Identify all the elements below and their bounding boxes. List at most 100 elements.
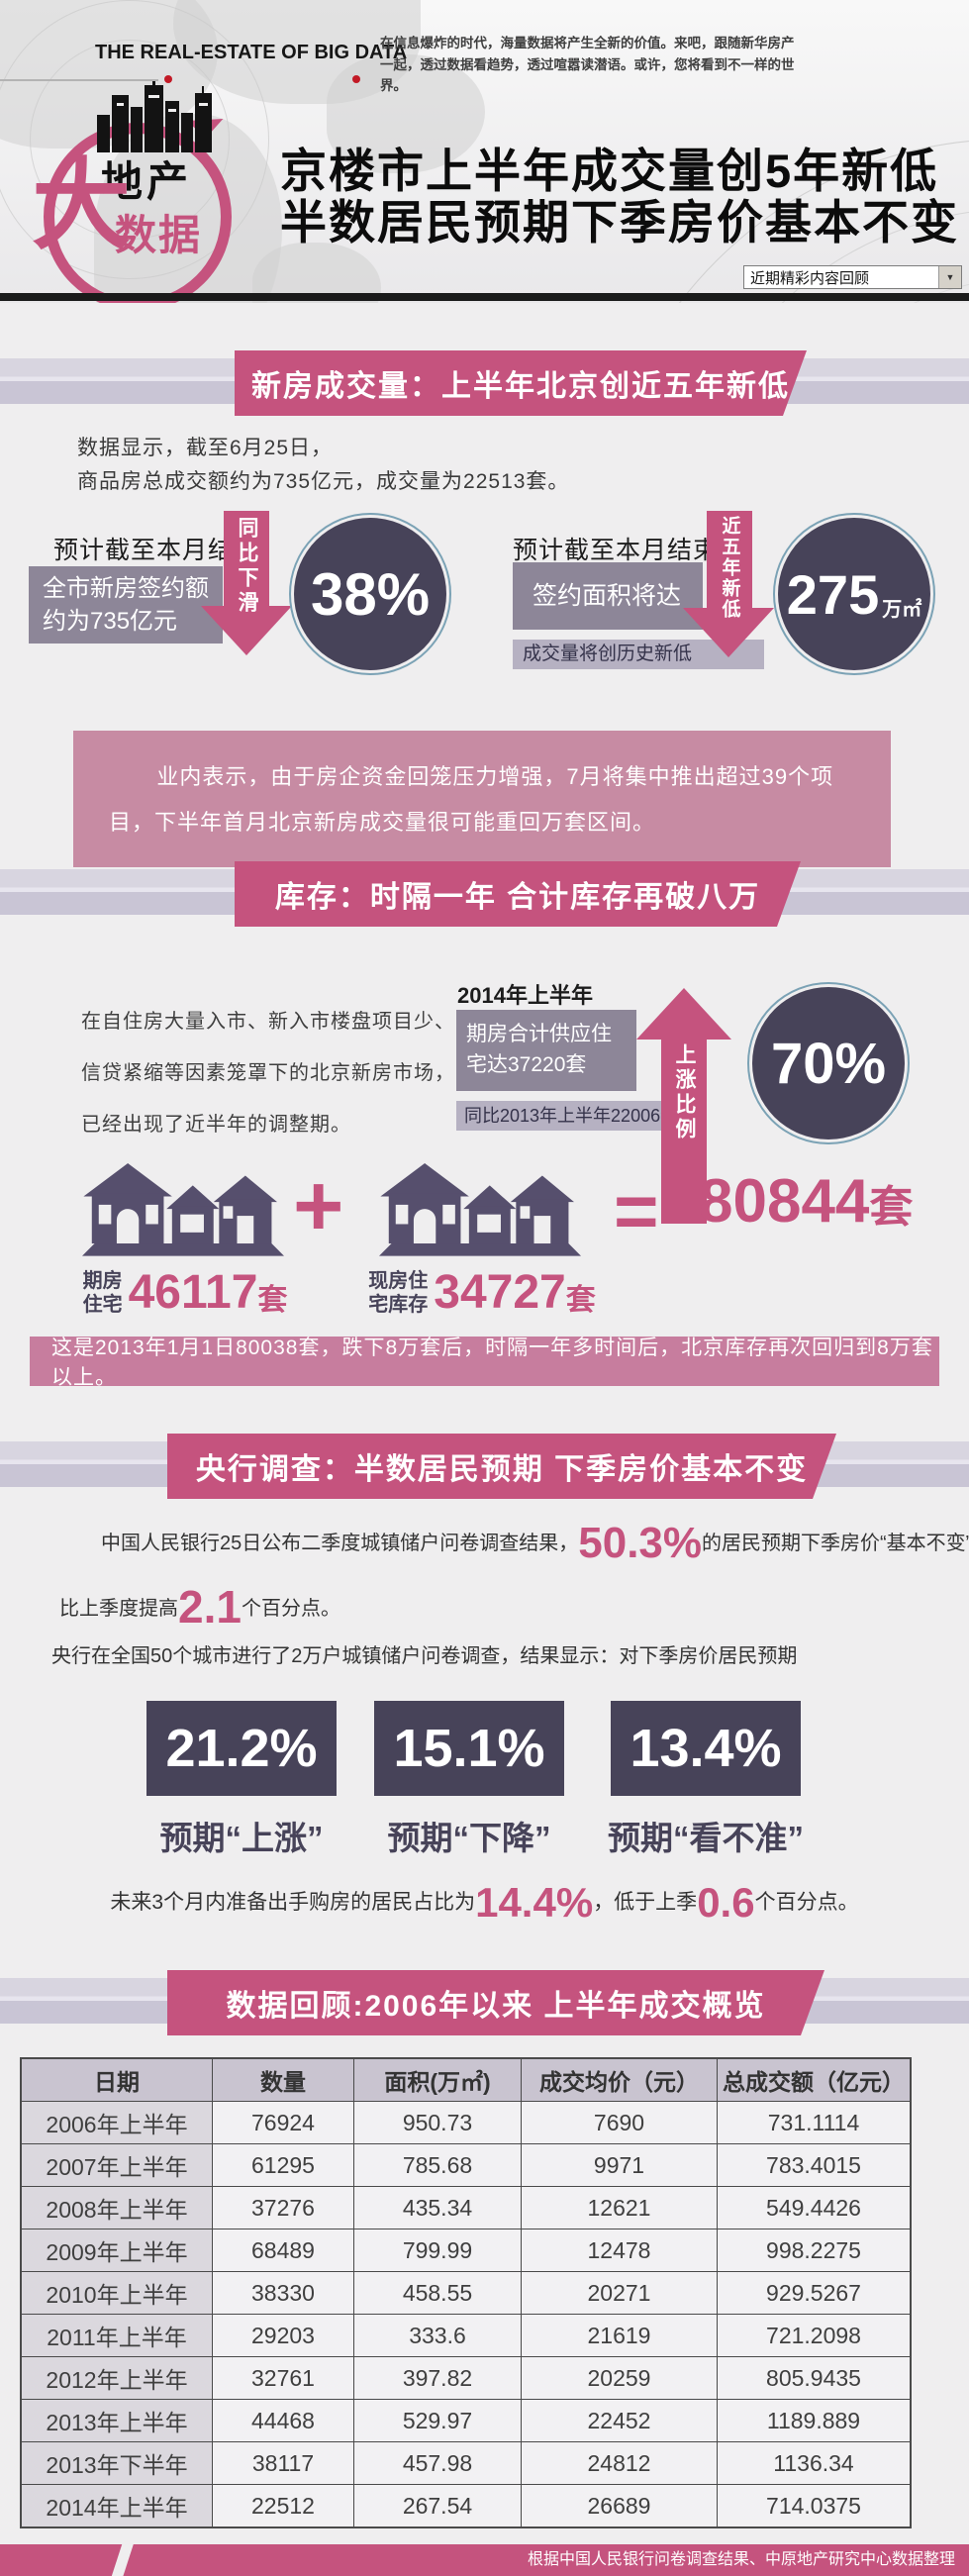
area-value: 275: [786, 562, 880, 626]
right-stat-box: 签约面积将达: [513, 562, 703, 630]
row-value: 435.34: [353, 2186, 522, 2229]
row-value: 457.98: [353, 2441, 522, 2485]
row-value: 333.6: [353, 2314, 522, 2357]
row-value: 549.4426: [717, 2186, 912, 2229]
section-banner-new-homes: 新房成交量：上半年北京创近五年新低: [235, 350, 807, 416]
new-homes-intro: 数据显示，截至6月25日， 商品房总成交额约为735亿元，成交量为22513套。: [77, 432, 569, 499]
row-period: 2014年上半年: [20, 2484, 213, 2528]
row-value: 38117: [212, 2441, 354, 2485]
table-row: 2006年上半年 76924 950.73 7690 731.1114: [20, 2101, 912, 2144]
text-run: 个百分点。: [241, 1598, 340, 1620]
label-line: 现房住: [368, 1270, 429, 1292]
row-period: 2007年上半年: [20, 2143, 213, 2187]
table-row: 2014年上半年 22512 267.54 26689 714.0375: [20, 2484, 912, 2528]
row-value: 61295: [212, 2143, 354, 2187]
section-banner-inventory: 库存：时隔一年 合计库存再破八万: [235, 861, 801, 927]
row-period: 2013年下半年: [20, 2441, 213, 2485]
logo-word-top: 地产: [101, 158, 193, 205]
label-line: 期房: [82, 1270, 123, 1292]
row-value: 529.97: [353, 2399, 522, 2442]
text-run: 中国人民银行25日公布二季度城镇储户问卷调查结果，: [101, 1533, 579, 1554]
table-row: 2013年上半年 44468 529.97 22452 1189.889: [20, 2399, 912, 2442]
row-value: 1136.34: [717, 2441, 912, 2485]
col-header-date: 日期: [20, 2057, 213, 2102]
dropdown-arrow-icon[interactable]: ▼: [938, 266, 961, 288]
row-value: 7690: [521, 2101, 718, 2144]
text-run: 比上季度提高: [59, 1598, 178, 1620]
header-divider: [0, 293, 969, 301]
row-value: 267.54: [353, 2484, 522, 2528]
box-line: 约为735亿元: [43, 608, 178, 635]
stat-circle-rise: 70%: [747, 982, 910, 1144]
row-value: 38330: [212, 2271, 354, 2315]
history-table-head: 日期 数量 面积(万㎡) 成交均价（元） 总成交额（亿元）: [20, 2057, 912, 2102]
row-value: 458.55: [353, 2271, 522, 2315]
table-row: 2013年下半年 38117 457.98 24812 1136.34: [20, 2441, 912, 2485]
row-value: 929.5267: [717, 2271, 912, 2315]
row-value: 21619: [521, 2314, 718, 2357]
stat-value: 46117: [128, 1266, 258, 1319]
table-row: 2011年上半年 29203 333.6 21619 721.2098: [20, 2314, 912, 2357]
decline-value: 38%: [294, 518, 446, 670]
row-value: 20259: [521, 2356, 718, 2400]
stat-unit: 套: [565, 1284, 596, 1317]
row-value: 22452: [521, 2399, 718, 2442]
label-line: 住宅: [82, 1294, 123, 1316]
text-run: 未来3个月内准备出手购房的居民占比为: [110, 1891, 476, 1914]
pct-point-increase: 2.1: [178, 1581, 242, 1633]
row-value: 22512: [212, 2484, 354, 2528]
brand-logo: 地产 大 数据: [32, 81, 279, 303]
row-value: 12621: [521, 2186, 718, 2229]
row-value: 805.9435: [717, 2356, 912, 2400]
red-dot-icon: [164, 75, 172, 83]
page-title-line1: 京楼市上半年成交量创5年新低: [280, 145, 939, 197]
logo-word-big: 大: [32, 150, 131, 261]
text-run: ，低于上季: [593, 1891, 698, 1914]
recent-content-dropdown[interactable]: 近期精彩内容回顾 ▼: [743, 265, 962, 289]
intro-line: 数据显示，截至6月25日，: [77, 437, 334, 459]
table-row: 2009年上半年 68489 799.99 12478 998.2275: [20, 2229, 912, 2272]
box-line: 全市新房签约额: [43, 575, 209, 602]
worldmap-decor: [327, 54, 485, 173]
table-row: 2010年上半年 38330 458.55 20271 929.5267: [20, 2271, 912, 2315]
table-row: 2008年上半年 37276 435.34 12621 549.4426: [20, 2186, 912, 2229]
right-stat-caption: 预计截至本月结束: [513, 537, 720, 564]
row-period: 2012年上半年: [20, 2356, 213, 2400]
expect-rise-box: 21.2%: [146, 1701, 337, 1796]
houses-icon: [82, 1162, 284, 1256]
arrow-head: [683, 608, 774, 657]
arrow-head: [636, 988, 731, 1040]
period-label: 2014年上半年: [457, 983, 593, 1008]
inventory-paragraph: 在自住房大量入市、新入市楼盘项目少、 信贷紧缩等因素笼罩下的北京新房市场， 已经…: [81, 996, 455, 1150]
row-value: 1189.889: [717, 2399, 912, 2442]
stat-unit: 套: [257, 1284, 288, 1317]
industry-callout: 业内表示，由于房企资金回笼压力增强，7月将集中推出超过39个项目，下半年首月北京…: [73, 731, 891, 867]
header-intro: 在信息爆炸的时代，海量数据将产生全新的价值。来吧，跟随新华房产一起，透过数据看趋…: [380, 36, 795, 93]
masthead: THE REAL-ESTATE OF BIG DATA 在信息爆炸的时代，海量数…: [0, 0, 969, 303]
tagline: THE REAL-ESTATE OF BIG DATA: [95, 42, 408, 63]
footer-slash-decor: [109, 2536, 136, 2576]
row-value: 26689: [521, 2484, 718, 2528]
expect-fall-box: 15.1%: [374, 1701, 564, 1796]
pct-point-decrease: 0.6: [697, 1879, 755, 1926]
equals-sign: =: [614, 1167, 659, 1254]
label-line: 宅库存: [368, 1294, 429, 1316]
forward-housing-stat: 期房 住宅 46117 套: [71, 1266, 299, 1319]
row-period: 2010年上半年: [20, 2271, 213, 2315]
row-value: 12478: [521, 2229, 718, 2272]
arrow-label: 同比下滑: [236, 517, 258, 616]
page-title-line2: 半数居民预期下季房价基本不变: [280, 196, 959, 248]
col-header-quantity: 数量: [212, 2057, 354, 2102]
total-inventory: 80844 套: [699, 1166, 913, 1237]
row-value: 783.4015: [717, 2143, 912, 2187]
text-run: 个百分点。: [754, 1891, 859, 1914]
row-value: 397.82: [353, 2356, 522, 2400]
history-table-body: 2006年上半年 76924 950.73 7690 731.1114 2007年上半年 6…: [20, 2101, 912, 2528]
row-value: 9971: [521, 2143, 718, 2187]
row-value: 29203: [212, 2314, 354, 2357]
section-banner-history: 数据回顾:2006年以来 上半年成交概览: [167, 1970, 824, 2035]
col-header-total-value: 总成交额（亿元）: [717, 2057, 912, 2102]
row-period: 2013年上半年: [20, 2399, 213, 2442]
tagline-rule: [0, 79, 158, 81]
row-period: 2009年上半年: [20, 2229, 213, 2272]
